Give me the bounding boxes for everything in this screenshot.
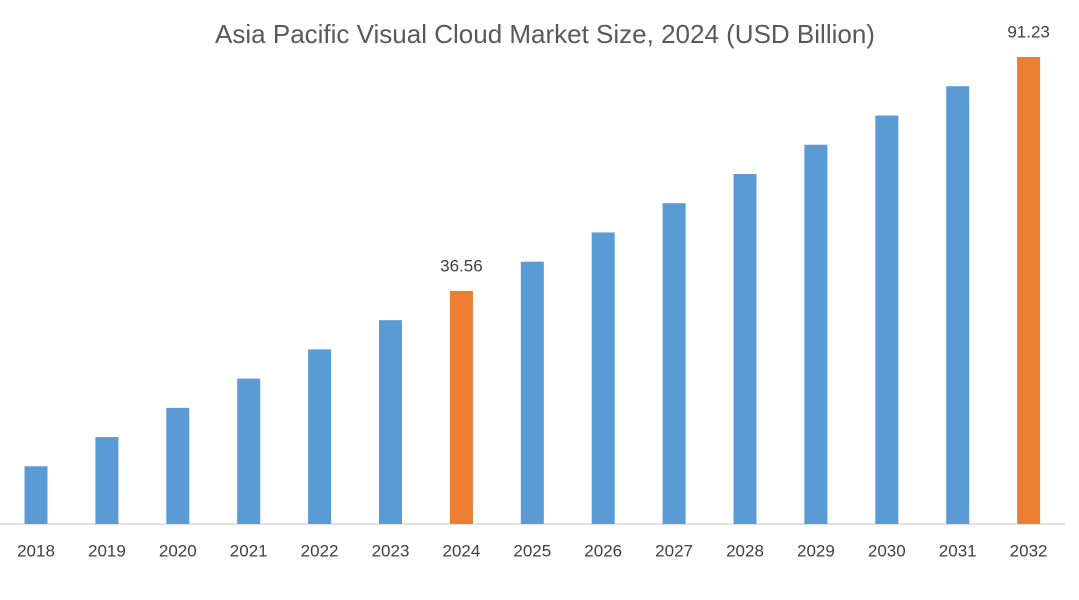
bar xyxy=(449,290,473,524)
bar xyxy=(379,320,402,524)
bar xyxy=(946,86,970,525)
x-tick-label: 2030 xyxy=(868,541,906,560)
bar xyxy=(95,437,119,524)
x-tick-label: 2032 xyxy=(1010,541,1048,560)
x-tick-label: 2029 xyxy=(797,541,835,560)
data-label: 91.23 xyxy=(1007,22,1050,41)
x-tick-label: 2018 xyxy=(17,541,55,560)
bar xyxy=(875,115,899,524)
bar xyxy=(237,378,261,524)
x-tick-label: 2023 xyxy=(372,541,410,560)
x-tick-label: 2025 xyxy=(513,541,551,560)
bar xyxy=(591,232,615,524)
x-tick-label: 2027 xyxy=(655,541,693,560)
x-tick-label: 2026 xyxy=(584,541,622,560)
x-tick-label: 2022 xyxy=(301,541,339,560)
bar xyxy=(733,173,757,525)
x-tick-label: 2021 xyxy=(230,541,268,560)
x-tick-label: 2031 xyxy=(939,541,977,560)
bar xyxy=(804,144,828,524)
data-label: 36.56 xyxy=(440,256,483,275)
bar xyxy=(662,203,686,524)
x-tick-label: 2028 xyxy=(726,541,764,560)
bar xyxy=(520,261,544,524)
x-tick-label: 2019 xyxy=(88,541,126,560)
bar xyxy=(166,407,190,524)
bar xyxy=(24,466,48,524)
x-tick-label: 2024 xyxy=(442,541,480,560)
bar xyxy=(1017,57,1041,524)
chart-title: Asia Pacific Visual Cloud Market Size, 2… xyxy=(215,19,875,49)
bar xyxy=(308,349,332,524)
x-tick-label: 2020 xyxy=(159,541,197,560)
